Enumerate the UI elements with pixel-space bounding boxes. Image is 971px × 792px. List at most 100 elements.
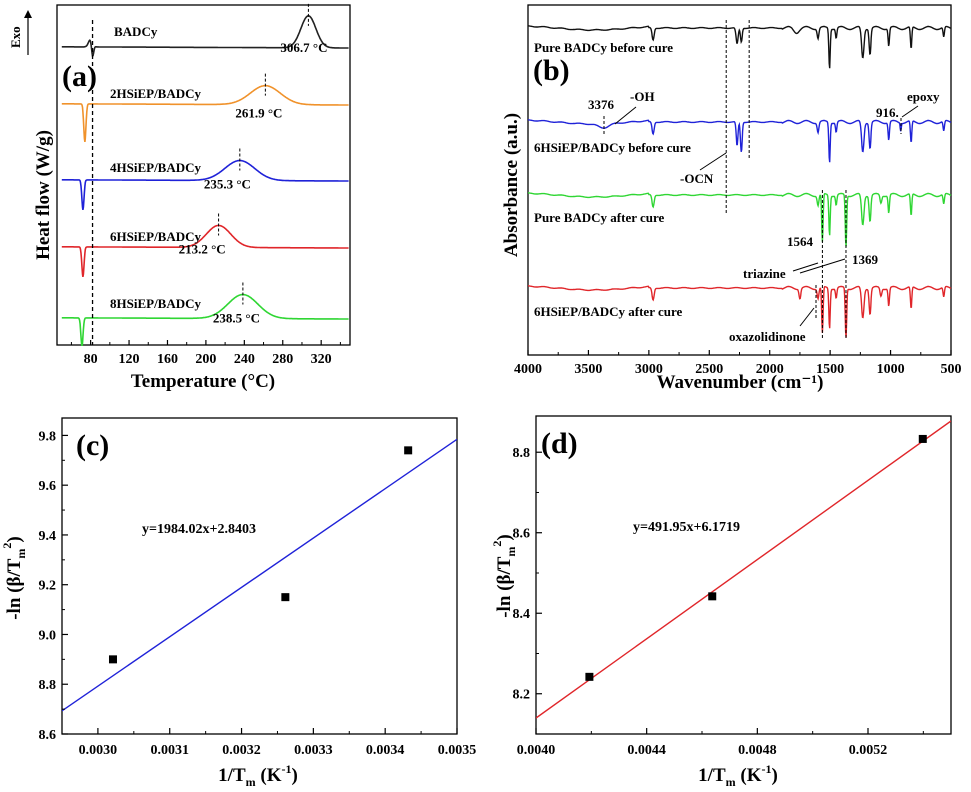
ann-1369: 1369 [852, 252, 879, 267]
b-x-tick-label: 500 [941, 362, 962, 377]
panel-a-exo-label: Exo [8, 26, 23, 48]
a-x-tick-label: 240 [234, 352, 255, 367]
dsc-curve-1 [61, 14, 349, 57]
c-y-tick-label: 9.6 [39, 479, 57, 494]
a-x-tick-label: 200 [195, 352, 216, 367]
ann-triazine-arrow-2 [799, 258, 846, 274]
c-x-tick-label: 0.0033 [294, 743, 333, 758]
d-x-tick-label: 0.0044 [627, 743, 666, 758]
panel-a-y-axis-label: Heat flow (W/g) [33, 130, 54, 260]
dsc-series-name-5: 8HSiEP/BADCy [110, 296, 202, 311]
c-x-tick-label: 0.0032 [222, 743, 261, 758]
b-x-tick-label: 2500 [695, 362, 723, 377]
c-y-tick-label: 9.8 [39, 429, 57, 444]
ftir-series-name-3: Pure BADCy after cure [534, 210, 665, 225]
d-data-point-2 [708, 592, 717, 601]
ftir-spectrum-2 [528, 119, 952, 163]
b-x-tick-label: 2000 [756, 362, 784, 377]
ftir-series-name-1: Pure BADCy before cure [534, 40, 673, 55]
ftir-series-name-4: 6HSiEP/BADCy after cure [534, 304, 683, 319]
c-x-tick-label: 0.0031 [150, 743, 189, 758]
panel-c-y-axis-label: -ln (β/Tm2) [0, 536, 28, 620]
panel-c-x-axis-label: 1/Tm (K-1) [218, 762, 298, 789]
dsc-peak-label-4: 213.2 °C [179, 241, 226, 256]
dsc-curve-3 [61, 159, 349, 211]
dsc-series-name-2: 2HSiEP/BADCy [110, 86, 202, 101]
ftir-spectrum-4 [528, 285, 952, 338]
panel-b-ftir-chart: Pure BADCy before cure 6HSiEP/BADCy befor… [501, 4, 962, 393]
panel-d-y-axis-label: -ln (β/Tm2) [490, 534, 518, 618]
panel-d-x-axis-label: 1/Tm (K-1) [698, 762, 778, 789]
d-x-tick-label: 0.0052 [849, 743, 888, 758]
ann-3376: 3376 [588, 97, 615, 112]
d-x-tick-label: 0.0040 [517, 743, 556, 758]
ann-triazine: triazine [743, 266, 786, 281]
d-fit-line [536, 420, 951, 719]
panel-b-frame [527, 4, 952, 356]
d-y-tick-label: 8.4 [513, 607, 531, 622]
panel-d-frame [535, 415, 952, 735]
ann-ocn: -OCN [680, 171, 714, 186]
panel-a-label: (a) [62, 60, 97, 93]
ann-triazine-arrow-1 [792, 262, 819, 272]
panel-a-dsc-chart: 306.7 °C BADCy 261.9 °C 2HSiEP/BADCy 235.3 °… [8, 3, 351, 392]
c-data-point-3 [404, 446, 413, 455]
d-y-tick-label: 8.8 [513, 446, 531, 461]
a-x-tick-label: 280 [272, 352, 293, 367]
panel-c-kinetics-chart: 0.0030 0.0031 0.0032 0.0033 0.0034 0.0035 8.6 8… [0, 417, 477, 789]
c-fit-line [62, 438, 457, 712]
dsc-curve-4 [61, 224, 349, 278]
ann-oh-arrow [614, 106, 637, 125]
c-y-tick-label: 9.2 [39, 579, 57, 594]
ftir-spectrum-3 [528, 192, 952, 247]
panel-d-kinetics-chart: 0.0040 0.0044 0.0048 0.0052 8.2 8.4 8.6 8.8 (d)… [490, 415, 952, 789]
b-x-tick-label: 3500 [574, 362, 602, 377]
ann-oh: -OH [630, 89, 655, 104]
c-y-tick-label: 8.8 [39, 678, 57, 693]
dsc-peak-label-5: 238.5 °C [213, 311, 260, 326]
ann-oxazolidinone: oxazolidinone [729, 329, 806, 344]
a-x-tick-label: 80 [84, 352, 98, 367]
c-y-tick-label: 8.6 [39, 728, 57, 743]
panel-a-frame [56, 4, 351, 346]
c-y-tick-label: 9.4 [39, 529, 57, 544]
dsc-series-name-3: 4HSiEP/BADCy [110, 160, 202, 175]
d-data-point-3 [918, 434, 927, 443]
a-x-tick-label: 320 [311, 352, 332, 367]
dsc-peak-label-2: 261.9 °C [235, 106, 282, 121]
exo-arrow-head [24, 10, 32, 18]
panel-b-label: (b) [533, 54, 570, 87]
a-x-tick-label: 160 [157, 352, 178, 367]
dsc-series-name-1: BADCy [114, 24, 158, 39]
b-x-tick-label: 1000 [877, 362, 905, 377]
d-x-tick-label: 0.0048 [738, 743, 777, 758]
ftir-spectrum-1 [528, 25, 952, 69]
panel-d-equation: y=491.95x+6.1719 [633, 520, 740, 535]
c-data-point-2 [281, 593, 290, 602]
panel-b-x-axis-label: Wavenumber (cm⁻¹) [657, 372, 824, 393]
dsc-series-name-4: 6HSiEP/BADCy [110, 229, 202, 244]
panel-c-label: (c) [76, 429, 109, 462]
panel-c-frame [61, 417, 458, 735]
ftir-series-name-2: 6HSiEP/BADCy before cure [534, 140, 691, 155]
ann-epoxy: epoxy [907, 89, 940, 104]
b-x-tick-label: 4000 [514, 362, 542, 377]
ann-1564: 1564 [787, 234, 814, 249]
panel-b-y-axis-label: Absorbance (a.u.) [501, 113, 522, 257]
dsc-curve-2 [61, 84, 349, 143]
c-x-tick-label: 0.0034 [366, 743, 405, 758]
d-data-point-1 [585, 672, 594, 681]
ann-epoxy-arrow [901, 105, 919, 118]
d-y-tick-label: 8.2 [513, 688, 531, 703]
d-y-tick-label: 8.6 [513, 527, 531, 542]
ann-ocn-arrow [699, 152, 727, 171]
c-x-tick-label: 0.0035 [438, 743, 477, 758]
dsc-curve-5 [61, 293, 349, 347]
ann-oxazolidinone-arrow [799, 307, 815, 327]
c-y-tick-label: 9.0 [39, 628, 57, 643]
dsc-peak-label-3: 235.3 °C [204, 177, 251, 192]
c-data-point-1 [108, 655, 117, 664]
b-x-tick-label: 1500 [816, 362, 844, 377]
b-x-tick-label: 3000 [635, 362, 663, 377]
